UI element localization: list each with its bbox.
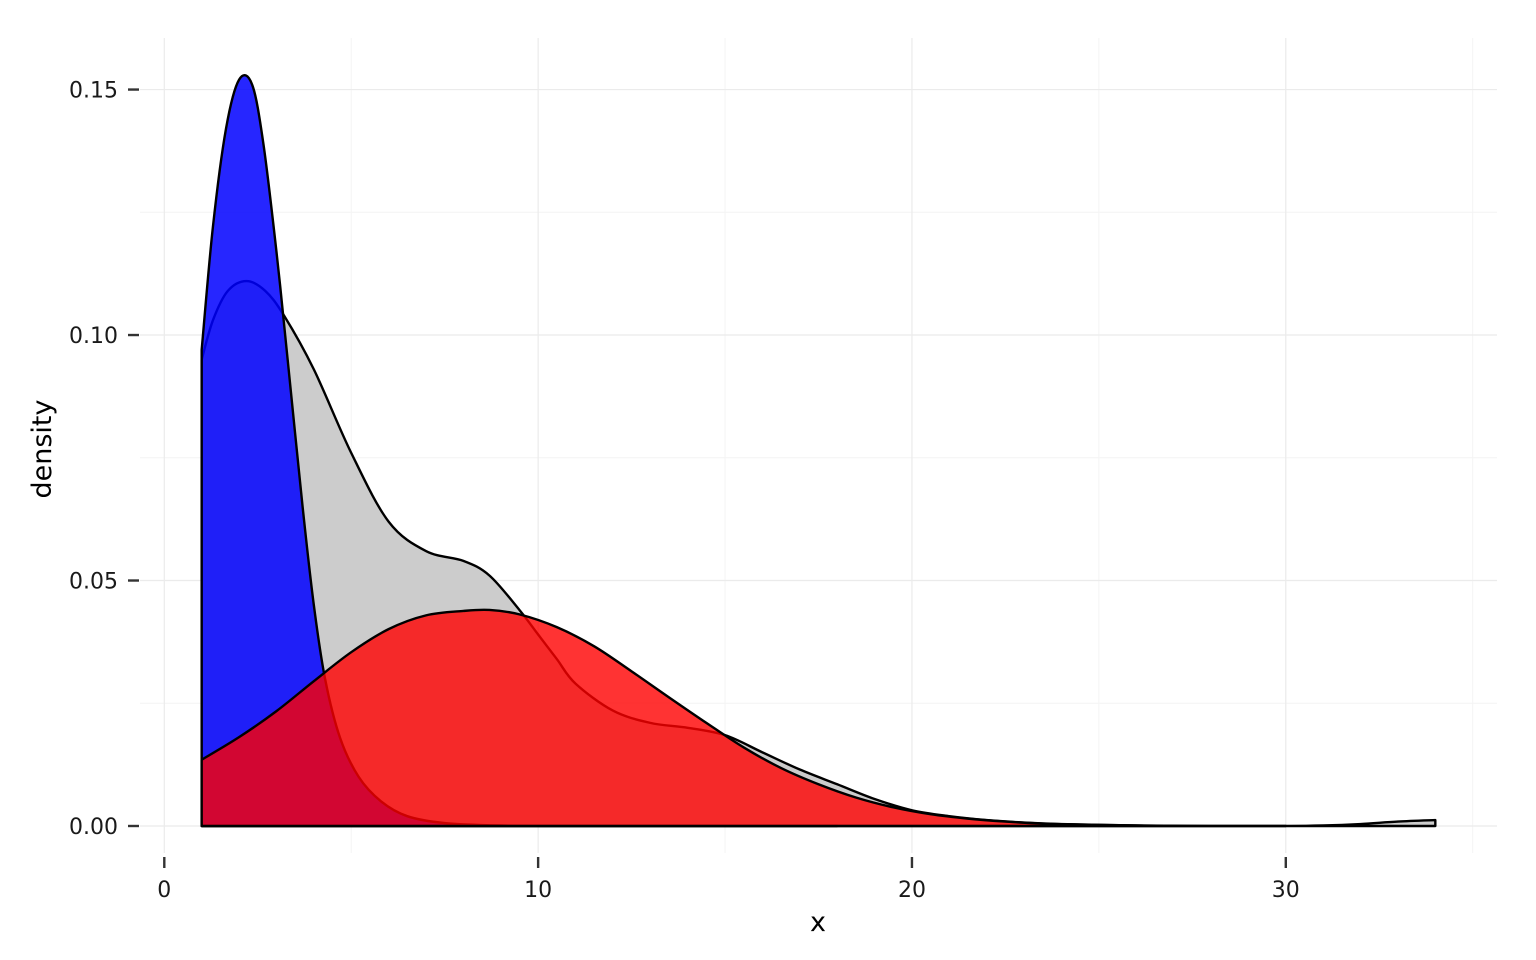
y-tick-label: 0.10 (69, 324, 118, 349)
x-tick-label: 0 (157, 878, 171, 903)
y-tick-label: 0.15 (69, 79, 118, 104)
density-areas (200, 74, 1437, 828)
x-axis-title: x (810, 907, 826, 938)
y-tick-label: 0.00 (69, 815, 118, 840)
y-tick-label: 0.05 (69, 570, 118, 595)
x-tick-label: 10 (524, 878, 552, 903)
x-tick-label: 20 (898, 878, 926, 903)
x-tick-label: 30 (1272, 878, 1300, 903)
y-axis-title: density (27, 399, 58, 498)
density-area-series-3 (200, 608, 1287, 828)
axes: 0 10 20 30 0.00 0.05 0.10 0.15 (69, 79, 1300, 903)
